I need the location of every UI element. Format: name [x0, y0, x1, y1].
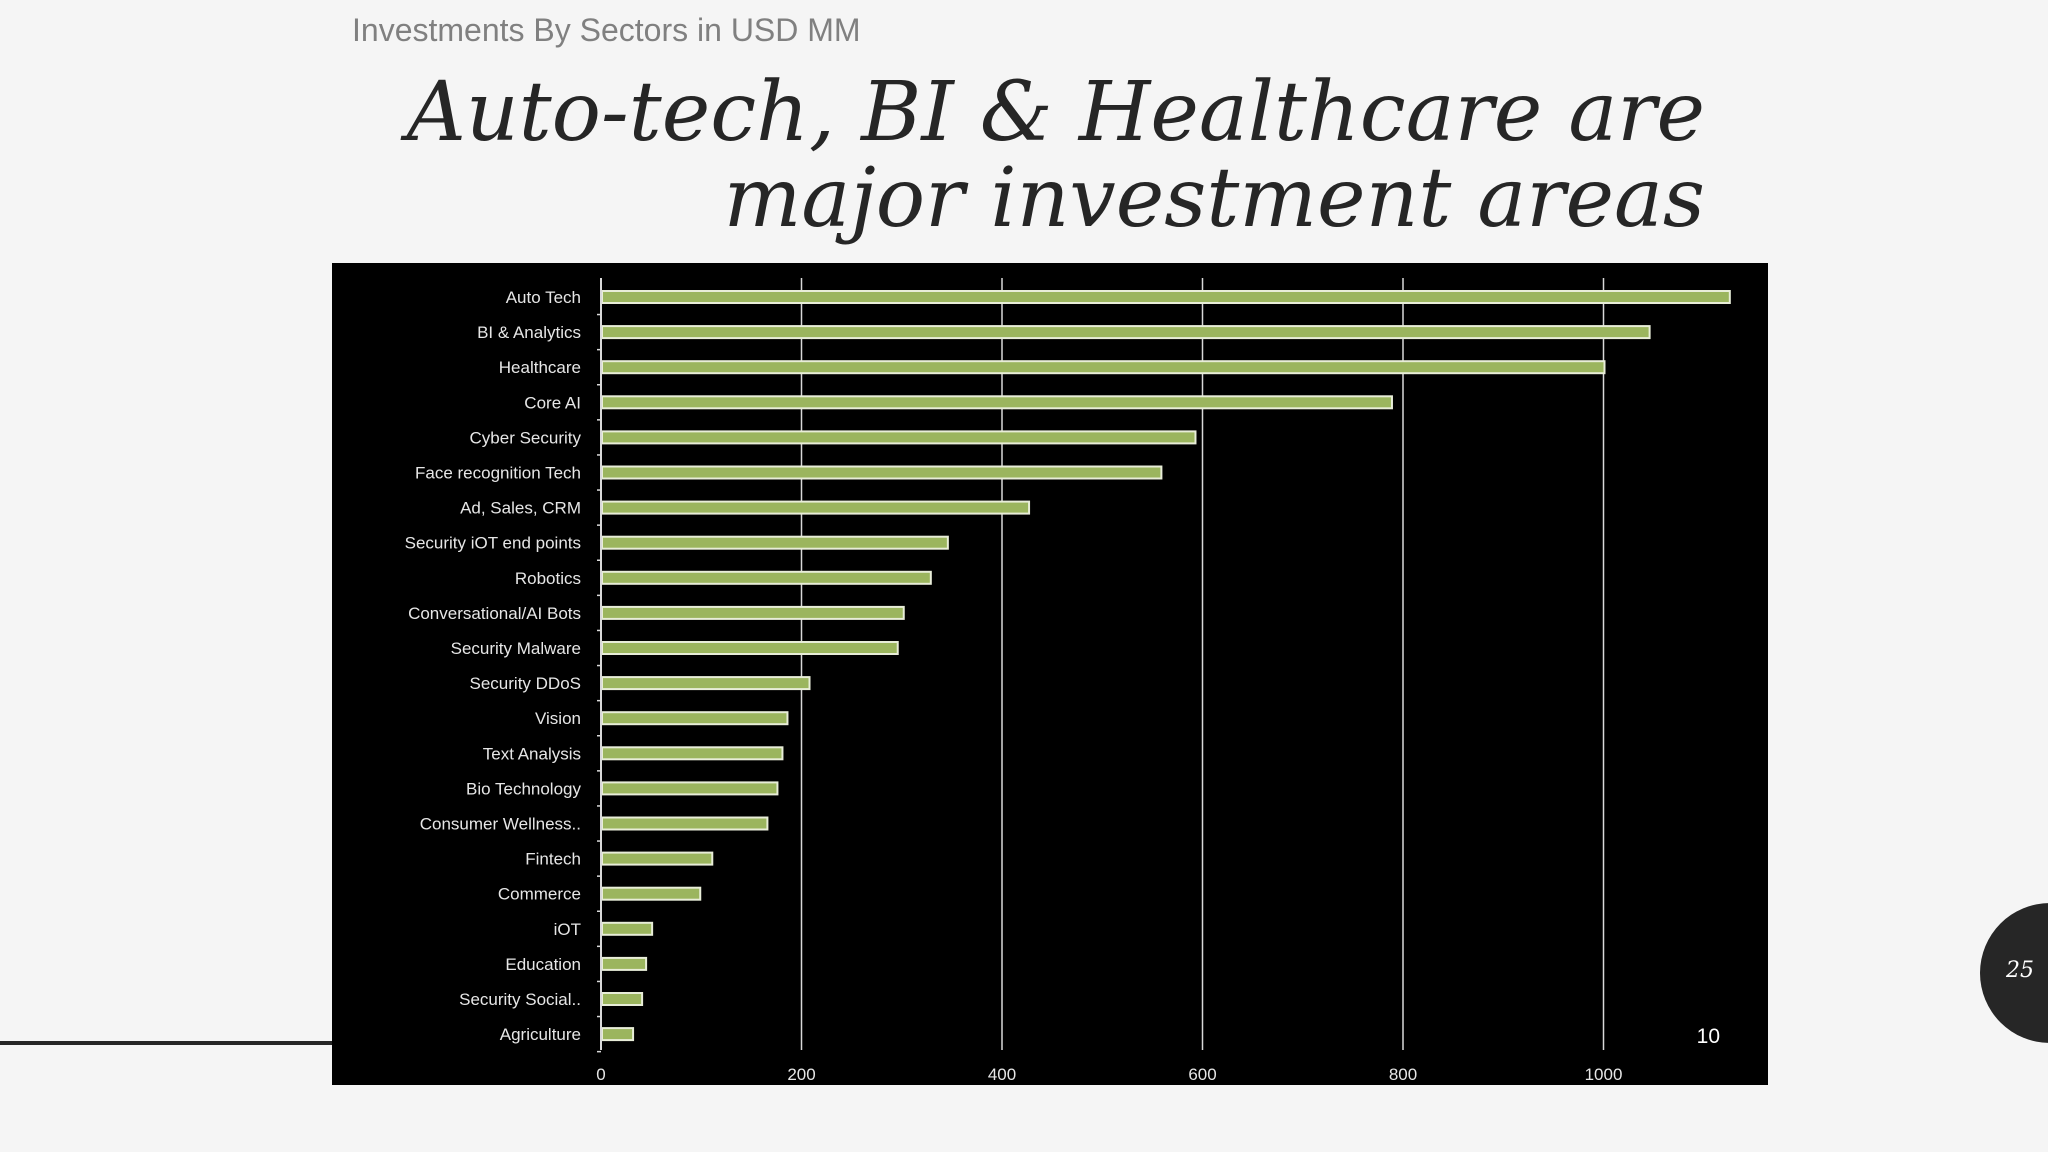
bar [601, 992, 644, 1006]
bar [601, 360, 1606, 375]
bar [601, 605, 905, 620]
bar-layer [601, 290, 1731, 1042]
category-label: Bio Technology [466, 779, 581, 798]
x-tick-label: 600 [1188, 1065, 1216, 1084]
slide-headline: Auto-tech, BI & Healthcare are major inv… [405, 70, 1705, 242]
category-label: Security Malware [451, 639, 581, 658]
bar [601, 465, 1163, 480]
category-label: Text Analysis [483, 744, 581, 763]
bar [601, 325, 1651, 340]
category-label: Security Social.. [459, 990, 581, 1009]
bar [601, 746, 784, 761]
category-label: Security iOT end points [405, 534, 581, 553]
bar-chart: Auto Tech BI & Analytics Healthcare Core AI… [332, 263, 1768, 1085]
x-tick-label: 400 [988, 1065, 1016, 1084]
category-label: Vision [535, 709, 581, 728]
bar [601, 1027, 635, 1042]
category-label: BI & Analytics [477, 323, 581, 342]
bar [601, 570, 932, 585]
bar [601, 711, 789, 726]
category-label: Commerce [498, 885, 581, 904]
decorative-rule [0, 1041, 332, 1045]
bar [601, 851, 714, 866]
grid-layer [597, 278, 1605, 1053]
bar [601, 641, 899, 655]
category-label: Cyber Security [470, 428, 582, 447]
bar [601, 676, 811, 691]
page-number: 25 [2006, 958, 2034, 983]
category-label: iOT [554, 920, 581, 939]
bar [601, 921, 654, 936]
category-label: Consumer Wellness.. [420, 815, 581, 834]
x-tick-label: 0 [596, 1065, 605, 1084]
category-label-layer: Auto Tech BI & Analytics Healthcare Core AI… [405, 288, 582, 1044]
category-label: Conversational/AI Bots [408, 604, 581, 623]
category-label: Security DDoS [470, 674, 581, 693]
x-tick-label: 200 [787, 1065, 815, 1084]
bar [601, 535, 949, 550]
bar [601, 395, 1393, 410]
bar [601, 290, 1731, 304]
category-label: Agriculture [500, 1025, 581, 1044]
x-tick-label: 800 [1389, 1065, 1417, 1084]
category-label: Auto Tech [506, 288, 581, 307]
category-label: Ad, Sales, CRM [460, 499, 581, 518]
bar [601, 886, 702, 901]
headline-line-1: Auto-tech, BI & Healthcare are [406, 65, 1705, 160]
bar [601, 781, 779, 796]
bar [601, 500, 1031, 515]
bar [601, 956, 648, 971]
chart-subtitle: Investments By Sectors in USD MM [352, 12, 861, 48]
bar [601, 430, 1197, 445]
category-label: Fintech [525, 850, 581, 869]
chart-corner-label: 10 [1697, 1025, 1720, 1048]
x-tick-layer: 0 200 400 600 800 1000 [596, 1065, 1622, 1084]
category-label: Education [505, 955, 581, 974]
category-label: Healthcare [499, 358, 581, 377]
bar-chart-svg: Auto Tech BI & Analytics Healthcare Core AI… [405, 278, 1731, 1084]
headline-line-2: major investment areas [723, 151, 1705, 246]
x-tick-label: 1000 [1585, 1065, 1623, 1084]
category-label: Robotics [515, 569, 581, 588]
category-label: Core AI [524, 393, 581, 412]
bar [601, 816, 769, 831]
category-label: Face recognition Tech [415, 464, 581, 483]
